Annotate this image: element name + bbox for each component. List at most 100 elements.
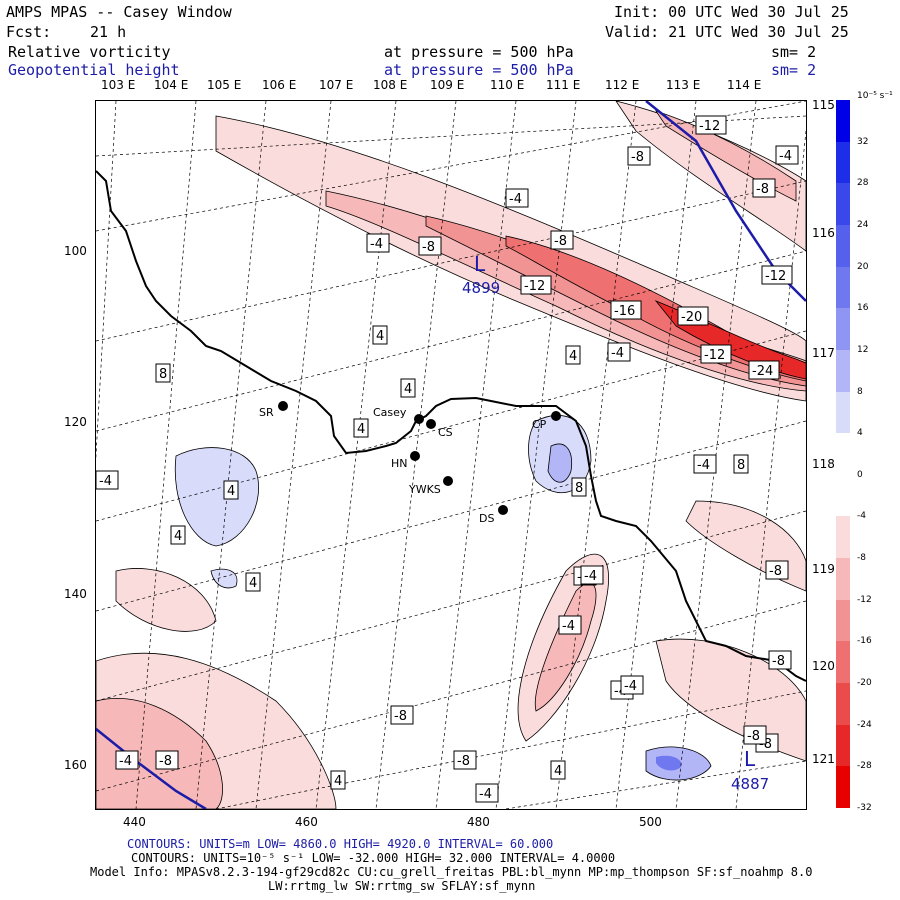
lon-label: 114 E	[727, 78, 762, 92]
contour-label: -4	[370, 237, 383, 252]
lon-label: 104 E	[154, 78, 189, 92]
contour-label-box	[761, 265, 793, 285]
station-markers	[278, 401, 561, 515]
field1-name: Relative vorticity	[8, 43, 171, 61]
lon-label: 108 E	[373, 78, 408, 92]
contour-label: -16	[614, 304, 635, 319]
contour-label-box	[520, 275, 552, 295]
contour-label-box	[627, 146, 651, 166]
lon-label: 113 E	[666, 78, 701, 92]
contour-label: 4	[404, 382, 412, 397]
lon-label: 106 E	[262, 78, 297, 92]
contour-label-box	[765, 560, 789, 580]
station-labels: SR Casey CS HN YWKS DS CP	[259, 406, 547, 525]
colorbar-label: -20	[857, 678, 872, 689]
contour-label-box	[353, 418, 369, 438]
map-panel: L 4899 L 4887 SR Casey CS HN YWKS DS CP …	[95, 100, 807, 810]
contour-label: -8	[457, 754, 470, 769]
contour-label-box	[418, 236, 442, 256]
colorbar	[836, 100, 850, 809]
station-label: CP	[532, 418, 547, 431]
x-tick: 500	[639, 815, 662, 829]
contour-label: -4	[697, 458, 710, 473]
colorbar-segment	[836, 183, 850, 226]
contour-label: -8	[747, 729, 760, 744]
colorbar-segment	[836, 391, 850, 434]
contour-label-box	[550, 230, 574, 250]
colorbar-segment	[836, 474, 850, 517]
map-svg: L 4899 L 4887 SR Casey CS HN YWKS DS CP …	[96, 101, 806, 809]
station-label: CS	[438, 426, 453, 439]
station-label: DS	[479, 512, 494, 525]
contour-label-box	[620, 675, 644, 695]
contour-label-box	[558, 615, 582, 635]
y-tick: 120	[64, 415, 87, 429]
contour-label-box	[372, 325, 388, 345]
contour-label-box	[96, 470, 119, 490]
contour-label-box	[748, 360, 780, 380]
colorbar-label: 20	[857, 261, 869, 272]
colorbar-segment	[836, 724, 850, 767]
contour-label-box	[752, 178, 776, 198]
colorbar-label: 32	[857, 136, 869, 147]
x-tick: 480	[467, 815, 490, 829]
lon-label: 103 E	[101, 78, 136, 92]
contour-label: -4	[584, 569, 597, 584]
forecast-hour: 21 h	[90, 23, 127, 41]
contour-label-box	[170, 525, 186, 545]
contour-label: -8	[554, 234, 567, 249]
lon-label: 112 E	[605, 78, 640, 92]
contour-label: -4	[562, 619, 575, 634]
model-info: Model Info: MPASv8.2.3-194-gf29cd82c CU:…	[90, 865, 813, 879]
height-contour-4860-sw	[96, 728, 207, 809]
contour-label: -8	[422, 240, 435, 255]
contour-label: -24	[752, 364, 773, 379]
colorbar-label: -24	[857, 719, 872, 730]
contour-label-box	[700, 344, 732, 364]
plot-title: AMPS MPAS -- Casey Window	[6, 3, 232, 21]
low-letter: L	[744, 747, 756, 771]
contour-label-box	[115, 750, 139, 770]
contour-label: 4	[174, 529, 182, 544]
colorbar-label: 8	[857, 386, 863, 397]
contour-label: -12	[524, 279, 545, 294]
contour-label: -4	[119, 754, 132, 769]
colorbar-segment	[836, 683, 850, 726]
colorbar-segment	[836, 766, 850, 809]
colorbar-segment	[836, 599, 850, 642]
contour-label-box	[607, 342, 631, 362]
contour-label-box	[155, 363, 171, 383]
contour-label: -8	[772, 654, 785, 669]
contour-label: -4	[509, 192, 522, 207]
colorbar-label: 24	[857, 219, 869, 230]
contour-label-box	[400, 378, 416, 398]
vorticity-contour-info: CONTOURS: UNITS=10⁻⁵ s⁻¹ LOW= -32.000 HI…	[131, 851, 616, 865]
field1-level: at pressure = 500 hPa	[384, 43, 574, 61]
contour-label: -4	[779, 149, 792, 164]
contour-label-box	[733, 454, 749, 474]
southern-negative-vorticity	[96, 500, 806, 809]
colorbar-label: 4	[857, 428, 863, 439]
contour-label-box	[223, 480, 239, 500]
contour-label: 4	[227, 484, 235, 499]
contour-label-box	[505, 188, 529, 208]
station-label: SR	[259, 406, 274, 419]
station-label: Casey	[373, 406, 407, 419]
contour-label-box	[610, 300, 642, 320]
field2-name: Geopotential height	[8, 61, 180, 79]
contour-label-box	[768, 650, 792, 670]
lon-label: 110 E	[490, 78, 525, 92]
contour-label: 4	[554, 764, 562, 779]
contour-label: -8	[769, 564, 782, 579]
lon-label: 107 E	[319, 78, 354, 92]
contour-label-box	[571, 477, 587, 497]
contour-label-box	[677, 306, 709, 326]
contour-label: -4	[99, 474, 112, 489]
field2-level: at pressure = 500 hPa	[384, 61, 574, 79]
contour-label: 4	[249, 576, 257, 591]
init-time: Init: 00 UTC Wed 30 Jul 25	[614, 3, 849, 21]
colorbar-segment	[836, 100, 850, 143]
model-info-physics: LW:rrtmg_lw SW:rrtmg_sw SFLAY:sf_mynn	[268, 879, 536, 893]
colorbar-label: -28	[857, 761, 872, 772]
contour-label-box	[475, 783, 499, 803]
